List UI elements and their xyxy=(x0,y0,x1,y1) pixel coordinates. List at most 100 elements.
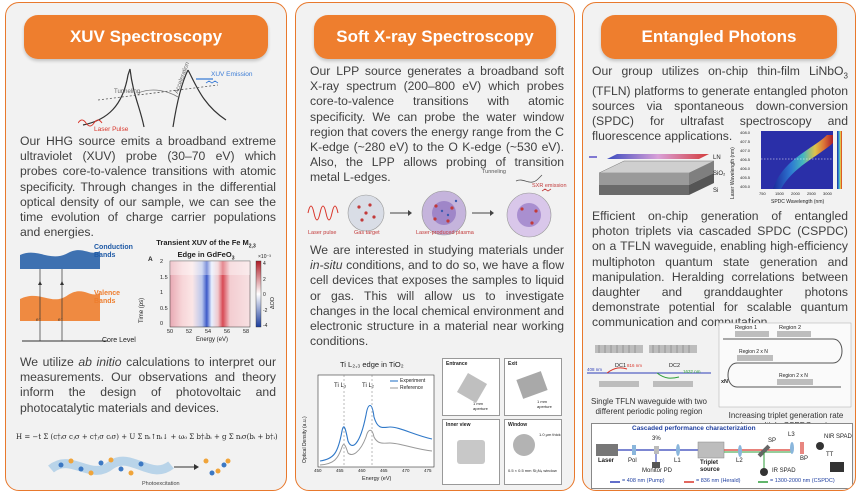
heatmap-ytick-4: 0 xyxy=(160,321,164,327)
ti-spectrum-title: Ti L₂,₃ edge in TiO₂ xyxy=(340,360,404,369)
heatmap-ctick-0: 4 xyxy=(263,261,266,267)
region-2n-label-a: Region 2 x N xyxy=(739,349,768,355)
ti-ylabel: Optical Density (a.u.) xyxy=(302,416,308,463)
photo-inner: Inner view xyxy=(442,419,500,485)
cascade-pct: 3% xyxy=(652,436,661,442)
photoexcitation-diagram xyxy=(48,456,231,476)
ti-l3-label: Ti L₃ xyxy=(334,383,347,389)
cascade-title: Cascaded performance characterization xyxy=(632,425,756,432)
photo-entrance: Entrance 1 mm aperture xyxy=(442,358,500,416)
ti-l2-label: Ti L₂ xyxy=(362,383,375,389)
band-diagram: e⁻ e⁻ xyxy=(20,250,108,342)
cascade-ir-spad: IR SPAD xyxy=(772,468,796,474)
heatmap-xlabel: Energy (eV) xyxy=(196,337,229,343)
cascade-legend-herald: = 836 nm (Herald) xyxy=(696,478,741,484)
cascade-legend-pump: = 408 nm (Pump) xyxy=(622,478,665,484)
spdc-map xyxy=(761,131,842,189)
spdc-xlabel: SPDC Wavelength (nm) xyxy=(771,199,825,205)
photo-entrance-aperture: 1 mm aperture xyxy=(473,401,488,411)
heatmap-title: Transient XUV of the Fe M2,3 Edge in GdF… xyxy=(156,238,256,262)
cascade-bp: BP xyxy=(800,456,809,462)
spdc-xtick-0: 750 xyxy=(759,191,766,196)
heatmap-ctick-2: 0 xyxy=(263,292,266,298)
xuv-paragraph-1: Our HHG source emits a broadband extreme… xyxy=(20,134,276,240)
heatmap-xtick-4: 58 xyxy=(243,329,250,335)
heatmap xyxy=(169,260,262,328)
spdc-xtick-3: 2500 xyxy=(807,191,816,196)
ent-paragraph-2: Efficient on-chip generation of entangle… xyxy=(592,209,848,330)
waveguide-diagram xyxy=(587,345,711,387)
cascade-l2: L2 xyxy=(736,458,743,464)
ti-xtick-4: 470 xyxy=(402,468,410,473)
spdc-ylabel: Laser Wavelength (nm) xyxy=(730,147,736,199)
xuv-title: XUV Spectroscopy xyxy=(24,15,268,59)
laser-pulse-label: Laser Pulse xyxy=(94,126,129,133)
heatmap-xtick-0: 50 xyxy=(167,329,174,335)
cascade-tt: TT xyxy=(826,452,834,458)
photo-exit: Exit 1 mm aperture xyxy=(504,358,562,416)
heatmap-ytick-0: 2 xyxy=(160,259,164,265)
spdc-ytick-0: 408.0 xyxy=(740,130,751,135)
valence-bands-label: Valence Bands xyxy=(94,290,121,305)
lpp-tunneling-label: Tunneling xyxy=(482,169,506,175)
lpp-gas-label: Gas target xyxy=(354,230,380,236)
wg-out1-label: 816 nm xyxy=(627,363,643,368)
heatmap-ytick-1: 1.5 xyxy=(160,274,168,281)
cascade-monitor: Monitor PD xyxy=(642,468,673,474)
photo-exit-label: Exit xyxy=(508,361,518,367)
ent-paragraph-1: Our group utilizes on-chip thin-film LiN… xyxy=(592,64,848,144)
ent-title: Entangled Photons xyxy=(601,15,837,59)
heatmap-ytick-3: 0.5 xyxy=(160,305,168,312)
cascade-pol: Pol xyxy=(628,458,637,464)
tfln-chip-diagram xyxy=(589,154,715,195)
spdc-ytick-1: 407.5 xyxy=(740,139,751,144)
sxr-paragraph-2: We are interested in studying materials … xyxy=(310,243,564,349)
heatmap-ylabel: Time (ps) xyxy=(139,297,145,323)
xuv-paragraph-2: We utilize ab initio calculations to int… xyxy=(20,355,276,415)
hhg-diagram xyxy=(78,68,227,128)
cascade-sp: SP xyxy=(768,438,777,444)
photo-window-size: 1.0 μm thick xyxy=(539,432,561,437)
hamiltonian-equation: H = −t Σ (c†ᵢσ cⱼσ + c†ⱼσ cᵢσ) + U Σ nᵢ↑… xyxy=(16,433,278,441)
chip-sio2-label: SiO₂ xyxy=(713,171,726,177)
heatmap-panel-letter: A xyxy=(148,256,153,263)
sxr-title: Soft X-ray Spectroscopy xyxy=(314,15,556,59)
photo-window-label: Window xyxy=(508,422,528,428)
photo-inner-label: Inner view xyxy=(446,422,471,428)
core-level-label: Core Level xyxy=(102,337,136,344)
wg-out2-label: 1632 nm xyxy=(683,369,701,374)
ent-panel: Entangled Photons Our group utilizes on-… xyxy=(582,2,856,491)
lpp-sxr-emission-label: SXR emission xyxy=(532,183,567,189)
sxr-paragraph-1: Our LPP source generates a broadband sof… xyxy=(310,64,564,185)
heatmap-xtick-3: 56 xyxy=(224,329,231,335)
tunneling-label: Tunneling xyxy=(114,89,141,95)
lpp-diagram xyxy=(307,174,552,238)
wg-dc2-label: DC2 xyxy=(669,363,681,369)
heatmap-xtick-1: 52 xyxy=(186,329,193,335)
svg-text:e⁻: e⁻ xyxy=(36,317,42,322)
photoexcitation-label: Photoexcitation xyxy=(142,481,180,487)
heatmap-ctick-1: 2 xyxy=(263,276,266,283)
lpp-plasma-label: Laser-produced plasma xyxy=(416,230,474,236)
photo-window-membrane: 0.5 × 0.5 mm Si₃N₄ window xyxy=(508,468,557,473)
chip-ln-label: LN xyxy=(713,155,721,161)
ti-xtick-0: 450 xyxy=(314,468,322,473)
heatmap-cbar-label: ΔOD xyxy=(270,297,276,309)
ti-xtick-5: 475 xyxy=(424,468,432,473)
chip-si-label: Si xyxy=(713,188,719,194)
cascade-triplet: Triplet source xyxy=(700,460,720,473)
waveguide-caption: Single TFLN waveguide with two different… xyxy=(591,397,707,416)
wg-in-label: 408 nm xyxy=(587,367,603,372)
xn-label: xN xyxy=(721,379,729,385)
wg-dc1-label: DC1 xyxy=(615,363,627,369)
conduction-bands-label: Conduction Bands xyxy=(94,244,133,259)
photo-window: Window 1.0 μm thick 0.5 × 0.5 mm Si₃N₄ w… xyxy=(504,419,562,485)
cascade-laser: Laser xyxy=(598,458,615,464)
heatmap-ytick-2: 1 xyxy=(160,290,164,296)
regions-diagram xyxy=(718,322,852,408)
ti-xtick-3: 465 xyxy=(380,468,388,473)
spdc-ytick-5: 405.5 xyxy=(740,175,751,180)
heatmap-xtick-2: 54 xyxy=(205,329,212,335)
xuv-emission-label: XUV Emission xyxy=(211,71,253,78)
photo-entrance-label: Entrance xyxy=(446,361,468,367)
